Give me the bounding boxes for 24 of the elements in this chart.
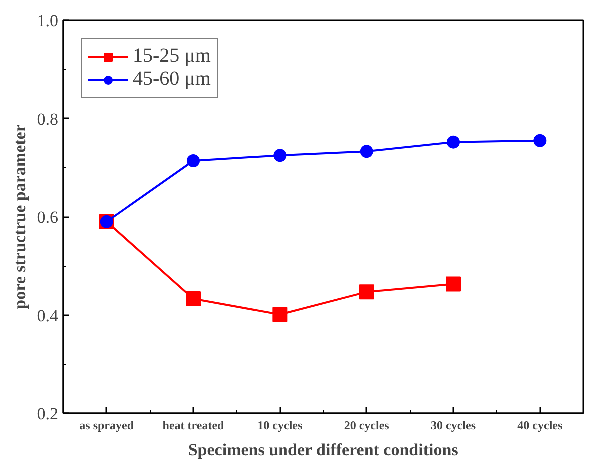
point (359, 284, 374, 300)
legend-label: 15-25 μm (133, 45, 211, 68)
y-tick-label: 0.6 (37, 208, 58, 227)
x-tick-label: 10 cycles (258, 418, 303, 432)
y-tick-label: 0.8 (37, 110, 58, 129)
point (274, 149, 287, 162)
x-tick-label: 20 cycles (344, 418, 390, 432)
y-axis-title: pore structrue parameter (10, 124, 30, 310)
point (360, 145, 374, 158)
point (272, 307, 288, 322)
point (534, 134, 547, 148)
point (187, 154, 200, 168)
point (447, 136, 460, 149)
y-tick-label: 1.0 (37, 12, 58, 30)
point (186, 292, 201, 307)
legend-label: 45-60 μm (133, 68, 211, 91)
x-tick-label: 40 cycles (518, 418, 563, 432)
y-tick-label: 0.2 (37, 404, 58, 424)
y-tick-label: 0.4 (37, 306, 59, 326)
x-tick-label: as sprayed (80, 418, 134, 432)
x-axis-title: Specimens under different conditions (188, 440, 459, 460)
x-tick-label: 30 cycles (431, 418, 476, 432)
point (446, 276, 461, 292)
x-tick-label: heat treated (162, 418, 225, 432)
